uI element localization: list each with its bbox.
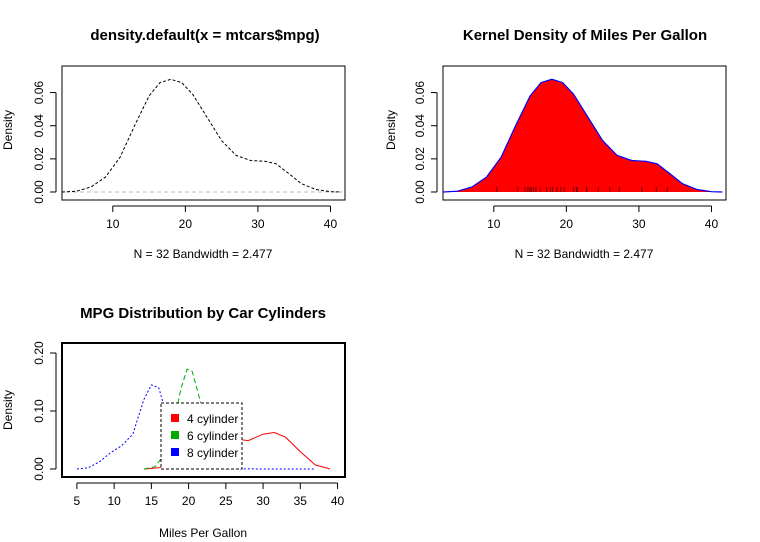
series-line-8-cylinder — [76, 384, 316, 470]
y-tick-label: 0.00 — [32, 457, 46, 481]
x-tick-label: 35 — [294, 494, 308, 508]
legend-swatch-8-cylinder — [171, 448, 179, 456]
x-tick-label: 5 — [74, 494, 81, 508]
y-tick-label: 0.04 — [413, 114, 427, 138]
panel-mpg-by-cylinders: MPG Distribution by Car Cylinders 5 10 15 2… — [1, 305, 346, 540]
plot-box — [61, 342, 346, 478]
rug-marks — [496, 187, 668, 192]
legend-item: 6 cylinder — [171, 429, 238, 443]
density-line — [61, 78, 342, 193]
y-tick-label: 0.02 — [413, 147, 427, 171]
legend-swatch-6-cylinder — [171, 431, 179, 439]
y-tick-label: 0.00 — [413, 180, 427, 204]
y-axis-label: Density — [1, 110, 15, 150]
x-axis-label: Miles Per Gallon — [159, 526, 247, 540]
x-tick-label: 20 — [182, 494, 196, 508]
x-tick-label: 30 — [251, 217, 265, 231]
y-axis-label: Density — [384, 110, 398, 150]
y-tick-label: 0.02 — [32, 147, 46, 171]
x-tick-label: 10 — [487, 217, 501, 231]
panel-kernel-density-filled: Kernel Density of Miles Per Gallon 10 20 3… — [384, 27, 727, 261]
x-tick-label: 25 — [219, 494, 233, 508]
legend-swatch-4-cylinder — [171, 414, 179, 422]
legend-label: 6 cylinder — [187, 429, 238, 443]
y-axis: 0.00 0.10 0.20 — [32, 341, 57, 481]
legend-label: 4 cylinder — [187, 412, 238, 426]
y-axis: 0.00 0.02 0.04 0.06 — [32, 81, 57, 204]
x-tick-label: 30 — [256, 494, 270, 508]
x-axis: 10 20 30 40 — [106, 205, 338, 231]
legend-item: 8 cylinder — [171, 446, 238, 460]
y-tick-label: 0.04 — [32, 114, 46, 138]
x-tick-label: 30 — [632, 217, 646, 231]
y-tick-label: 0.20 — [32, 341, 46, 365]
x-axis-label: N = 32 Bandwidth = 2.477 — [134, 247, 273, 261]
chart-title: density.default(x = mtcars$mpg) — [90, 27, 319, 44]
y-axis-label: Density — [1, 390, 15, 430]
x-axis: 5 10 15 20 25 30 35 40 — [74, 482, 345, 508]
density-fill — [443, 79, 723, 192]
x-tick-label: 10 — [106, 217, 120, 231]
y-tick-label: 0.06 — [413, 81, 427, 105]
x-tick-label: 40 — [705, 217, 719, 231]
x-tick-label: 20 — [179, 217, 193, 231]
panel-density-default: density.default(x = mtcars$mpg) 10 20 30 40… — [1, 27, 346, 261]
x-tick-label: 15 — [145, 494, 159, 508]
x-tick-label: 40 — [324, 217, 338, 231]
chart-title: Kernel Density of Miles Per Gallon — [463, 27, 707, 44]
y-tick-label: 0.00 — [32, 180, 46, 204]
legend-label: 8 cylinder — [187, 446, 238, 460]
x-tick-label: 10 — [107, 494, 121, 508]
y-axis: 0.00 0.02 0.04 0.06 — [413, 81, 438, 204]
y-tick-label: 0.10 — [32, 399, 46, 423]
y-tick-label: 0.06 — [32, 81, 46, 105]
x-tick-label: 20 — [560, 217, 574, 231]
plot-box — [61, 65, 346, 201]
legend: 4 cylinder 6 cylinder 8 cylinder — [160, 402, 243, 470]
plot-box — [442, 65, 727, 201]
chart-title: MPG Distribution by Car Cylinders — [80, 305, 326, 322]
legend-item: 4 cylinder — [171, 412, 238, 426]
density-outline — [442, 78, 723, 193]
x-axis: 10 20 30 40 — [487, 205, 719, 231]
x-tick-label: 40 — [331, 494, 345, 508]
x-axis-label: N = 32 Bandwidth = 2.477 — [515, 247, 654, 261]
